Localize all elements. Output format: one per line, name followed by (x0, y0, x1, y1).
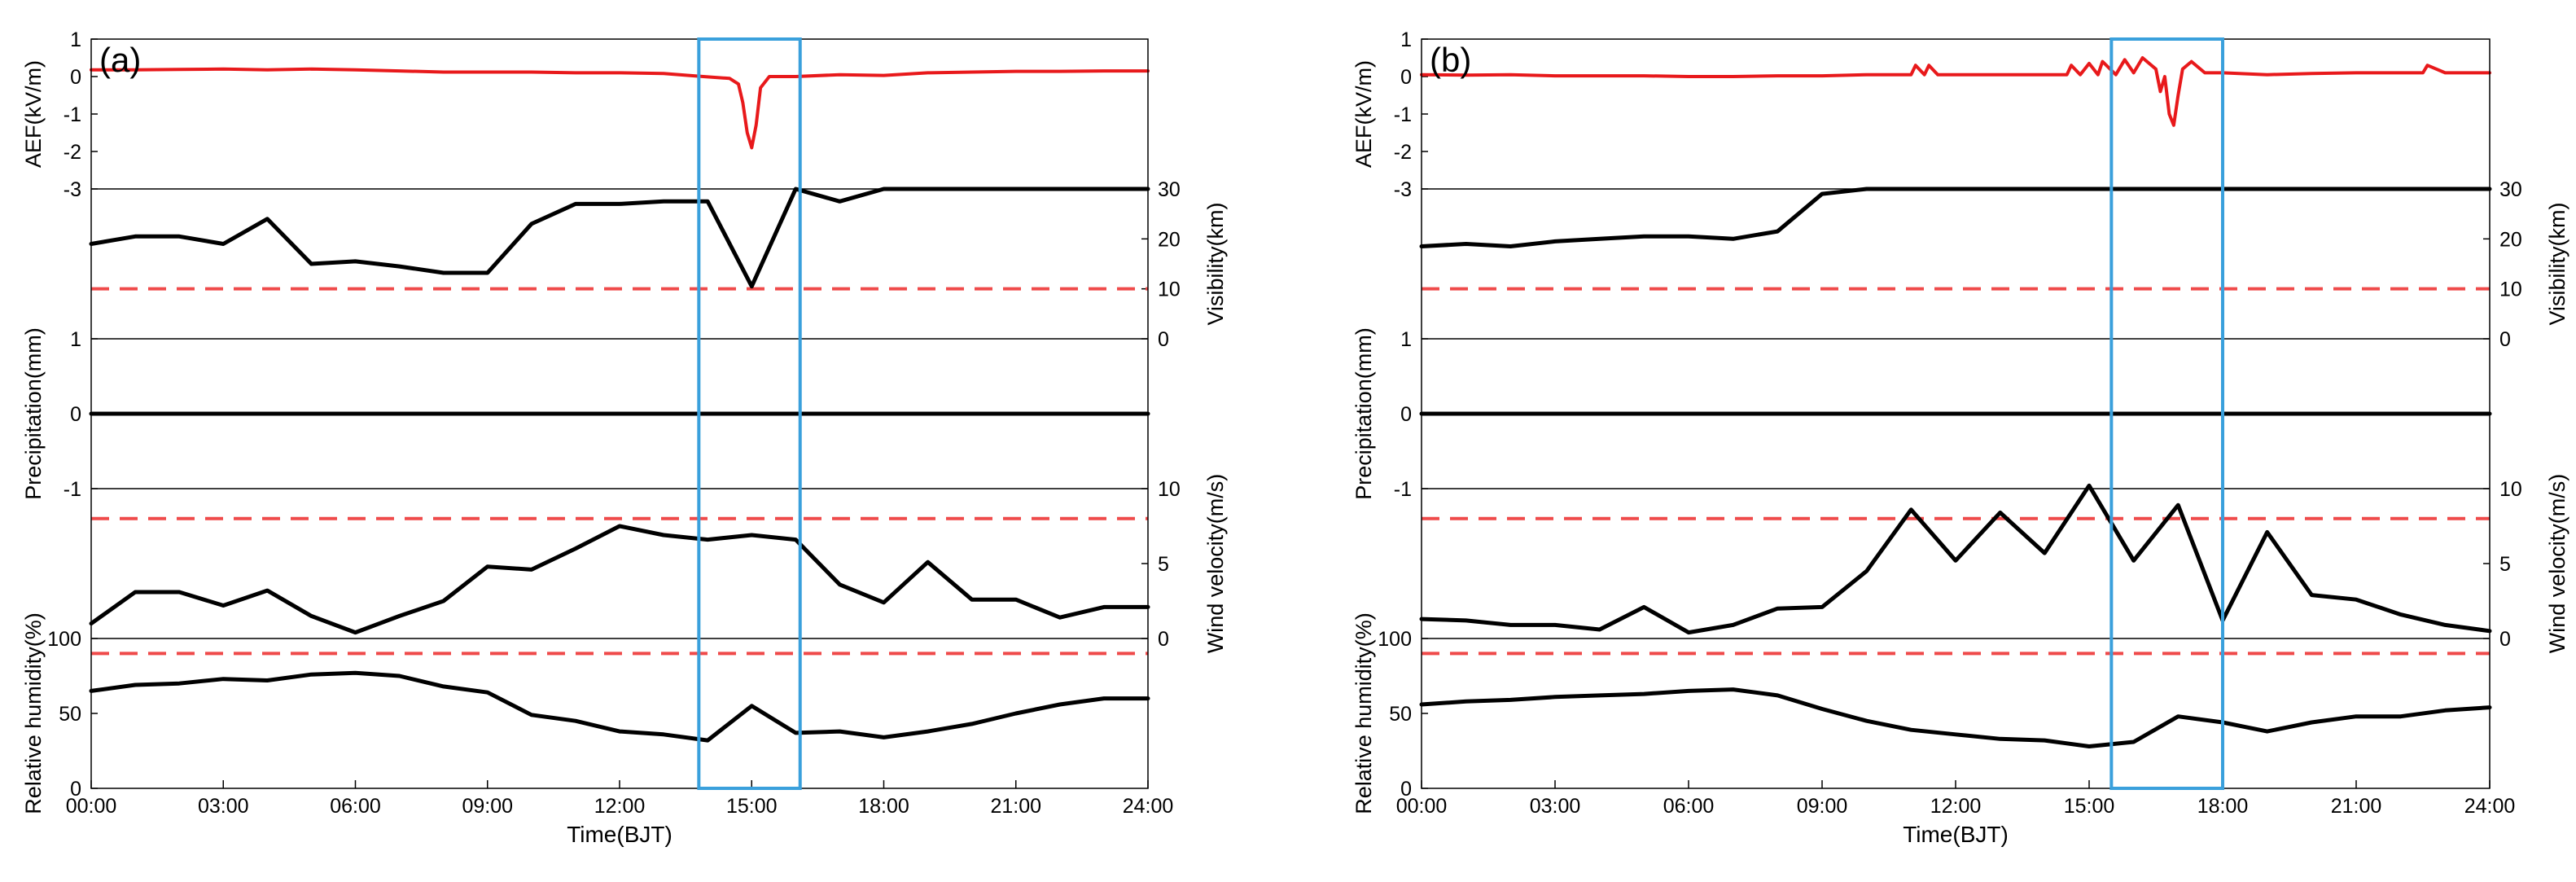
aef-axis-label: AEF(kV/m) (21, 60, 46, 168)
panel-frame (90, 38, 1149, 789)
wind-velocity-y-tick-label: 5 (1158, 553, 1169, 576)
aef-y-tick-label: 0 (1400, 66, 1412, 89)
aef-y-tick-label: -1 (64, 103, 81, 126)
x-axis-label: Time(BJT) (1903, 822, 2009, 847)
relative-humidity-y-tick-label: 100 (1378, 628, 1412, 651)
wind-velocity-y-tick-label: 5 (2499, 553, 2511, 576)
x-tick-label: 21:00 (990, 795, 1041, 818)
wind-velocity-y-tick-label: 10 (1158, 478, 1181, 501)
aef-axis-label: AEF(kV/m) (1352, 60, 1376, 168)
aef-y-tick-label: -2 (1394, 141, 1412, 164)
relative-humidity-y-tick-label: 50 (1389, 703, 1412, 726)
x-tick-label: 18:00 (2197, 795, 2249, 818)
visibility-y-tick-label: 10 (2499, 279, 2522, 301)
highlight-window-box (2109, 37, 2224, 790)
aef-y-tick-label: -2 (64, 141, 81, 164)
visibility-axis-label: Visibility(km) (1203, 202, 1228, 325)
visibility-y-tick-label: 20 (2499, 228, 2522, 251)
aef-series-line (1420, 56, 2491, 127)
x-tick-label: 00:00 (1396, 795, 1448, 818)
relative-humidity-axis-label: Relative humidity(%) (21, 612, 46, 814)
aef-y-tick-label: 1 (70, 29, 81, 51)
visibility-y-tick-label: 20 (1158, 228, 1181, 251)
x-tick-label: 09:00 (462, 795, 513, 818)
precipitation-y-tick-label: -1 (1394, 478, 1412, 501)
relative-humidity-y-tick-label: 100 (47, 628, 81, 651)
visibility-y-tick-label: 0 (1158, 328, 1169, 351)
x-tick-label: 09:00 (1797, 795, 1848, 818)
precipitation-axis-label: Precipitation(mm) (1352, 327, 1376, 500)
wind-velocity-y-tick-label: 10 (2499, 478, 2522, 501)
visibility-axis-label: Visibility(km) (2545, 202, 2569, 325)
wind-velocity-y-tick-label: 0 (1158, 628, 1169, 651)
panel-frame (1421, 38, 2491, 789)
panel-b: 10-1-2-3AEF(kV/m)3020100Visibility(km)10… (1352, 29, 2569, 847)
x-tick-label: 12:00 (1930, 795, 1982, 818)
x-tick-label: 03:00 (1530, 795, 1581, 818)
visibility-series-line (1419, 186, 2492, 248)
wind-velocity-series-line (1419, 483, 2492, 635)
x-tick-label: 21:00 (2331, 795, 2382, 818)
aef-y-tick-label: -3 (1394, 178, 1412, 201)
aef-y-tick-label: 1 (1400, 29, 1412, 51)
precipitation-y-tick-label: 1 (70, 328, 81, 351)
panel-a: 10-1-2-3AEF(kV/m)3020100Visibility(km)10… (21, 29, 1228, 847)
wind-velocity-axis-label: Wind velocity(m/s) (1203, 474, 1228, 654)
precipitation-axis-label: Precipitation(mm) (21, 327, 46, 500)
x-tick-label: 18:00 (858, 795, 909, 818)
x-tick-label: 06:00 (330, 795, 381, 818)
relative-humidity-y-tick-label: 50 (59, 703, 81, 726)
relative-humidity-axis-label: Relative humidity(%) (1352, 612, 1376, 814)
x-tick-label: 03:00 (198, 795, 249, 818)
visibility-y-tick-label: 10 (1158, 279, 1181, 301)
precipitation-y-tick-label: 1 (1400, 328, 1412, 351)
visibility-y-tick-label: 30 (1158, 178, 1181, 201)
precipitation-y-tick-label: 0 (70, 403, 81, 426)
relative-humidity-y-tick-label: 0 (1400, 778, 1412, 801)
x-tick-label: 12:00 (594, 795, 646, 818)
relative-humidity-series-line (89, 670, 1150, 743)
panel-label: (b) (1430, 41, 1471, 79)
precipitation-y-tick-label: 0 (1400, 403, 1412, 426)
x-tick-label: 15:00 (2064, 795, 2115, 818)
x-tick-label: 24:00 (1123, 795, 1174, 818)
precipitation-y-tick-label: -1 (64, 478, 81, 501)
x-tick-label: 00:00 (66, 795, 117, 818)
relative-humidity-series-line (1419, 687, 2492, 748)
visibility-y-tick-label: 30 (2499, 178, 2522, 201)
visibility-series-line (89, 186, 1150, 289)
highlight-window-box (697, 37, 802, 790)
visibility-y-tick-label: 0 (2499, 328, 2511, 351)
panel-label: (a) (99, 41, 141, 79)
aef-y-tick-label: 0 (70, 66, 81, 89)
wind-velocity-series-line (89, 524, 1150, 635)
aef-series-line (90, 67, 1150, 150)
x-tick-label: 06:00 (1663, 795, 1715, 818)
x-tick-label: 15:00 (726, 795, 778, 818)
x-tick-label: 24:00 (2464, 795, 2516, 818)
aef-y-tick-label: -3 (64, 178, 81, 201)
relative-humidity-y-tick-label: 0 (70, 778, 81, 801)
wind-velocity-axis-label: Wind velocity(m/s) (2545, 474, 2569, 654)
aef-y-tick-label: -1 (1394, 103, 1412, 126)
wind-velocity-y-tick-label: 0 (2499, 628, 2511, 651)
x-axis-label: Time(BJT) (567, 822, 672, 847)
